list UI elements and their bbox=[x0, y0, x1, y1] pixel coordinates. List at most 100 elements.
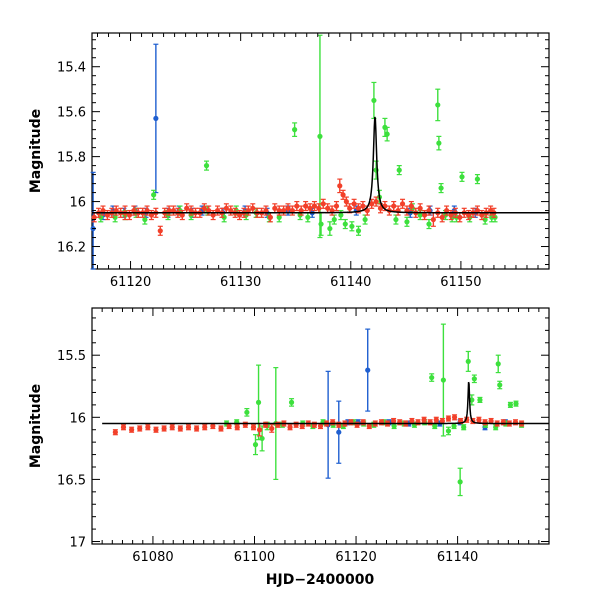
red-point bbox=[421, 417, 427, 423]
bottom-panel: 61080 61100 61120 61140 15.5 16 16.5 17 Magnitu… bbox=[28, 307, 550, 588]
red-point bbox=[91, 214, 97, 220]
top-ticks: 61120 61130 61140 61150 15.4 15.6 15.8 16 16.2 bbox=[57, 33, 550, 290]
red-point bbox=[421, 212, 428, 218]
red-point bbox=[311, 203, 318, 209]
red-point bbox=[234, 424, 240, 430]
red-point bbox=[223, 205, 229, 211]
red-point bbox=[366, 423, 372, 429]
green-point bbox=[142, 216, 148, 223]
red-point bbox=[369, 201, 375, 207]
green-point bbox=[469, 397, 475, 403]
model-curve bbox=[92, 116, 549, 214]
red-point bbox=[272, 205, 278, 211]
red-point bbox=[316, 205, 322, 211]
green-point bbox=[384, 131, 390, 137]
red-point bbox=[184, 205, 190, 211]
green-point bbox=[457, 479, 463, 485]
red-point bbox=[347, 205, 353, 211]
green-point bbox=[404, 219, 410, 225]
x-axis-title: HJD−2400000 bbox=[266, 572, 375, 588]
green-point bbox=[445, 428, 452, 434]
red-point bbox=[113, 207, 119, 214]
green-point bbox=[513, 401, 519, 407]
x-tick-label: 61140 bbox=[330, 275, 371, 290]
green-point bbox=[435, 102, 441, 108]
red-point bbox=[443, 207, 450, 214]
red-point bbox=[100, 207, 106, 214]
red-point bbox=[340, 192, 346, 198]
x-tick-label: 61100 bbox=[234, 550, 275, 565]
red-point bbox=[337, 183, 343, 189]
green-point bbox=[318, 221, 324, 227]
green-point bbox=[327, 225, 333, 232]
x-tick-label: 61150 bbox=[440, 275, 481, 290]
red-point bbox=[194, 425, 200, 432]
green-point bbox=[252, 442, 259, 448]
red-point bbox=[373, 198, 379, 205]
green-point bbox=[391, 423, 397, 429]
red-point bbox=[263, 207, 269, 214]
red-point bbox=[476, 417, 482, 423]
green-point bbox=[471, 376, 477, 382]
red-point bbox=[439, 214, 445, 220]
y-tick-label: 15.5 bbox=[57, 349, 86, 364]
red-point bbox=[479, 212, 485, 218]
green-point bbox=[507, 402, 514, 408]
red-point bbox=[299, 423, 305, 429]
green-point bbox=[331, 216, 337, 223]
red-point bbox=[228, 207, 234, 214]
red-point bbox=[281, 207, 287, 214]
green-point bbox=[482, 216, 488, 223]
x-tick-label: 61120 bbox=[335, 550, 376, 565]
red-point bbox=[391, 203, 397, 209]
red-point bbox=[343, 198, 349, 205]
green-point bbox=[317, 133, 323, 139]
y-tick-label: 16 bbox=[69, 196, 86, 211]
bottom-marks bbox=[102, 323, 549, 497]
red-point bbox=[131, 207, 137, 214]
red-point bbox=[408, 203, 414, 209]
green-point bbox=[371, 97, 377, 104]
red-point bbox=[474, 207, 481, 214]
y-tick-label: 16.2 bbox=[57, 241, 86, 256]
x-tick-label: 61130 bbox=[220, 275, 261, 290]
green-point bbox=[362, 216, 368, 223]
blue-point bbox=[365, 367, 371, 373]
red-point bbox=[439, 418, 445, 424]
red-point bbox=[285, 205, 291, 211]
x-tick-label: 61120 bbox=[110, 275, 151, 290]
red-point bbox=[276, 207, 282, 214]
red-point bbox=[377, 205, 384, 211]
top-marks bbox=[90, 34, 549, 270]
red-point bbox=[355, 205, 362, 211]
green-point bbox=[305, 214, 311, 220]
red-point bbox=[129, 427, 135, 433]
top-panel: 61120 61130 61140 61150 15.4 15.6 15.8 16 16.2 M… bbox=[28, 32, 550, 290]
red-point bbox=[294, 203, 300, 209]
green-point bbox=[244, 409, 250, 415]
green-point bbox=[292, 127, 298, 133]
model-curve bbox=[102, 381, 549, 425]
y-tick-label: 15.6 bbox=[57, 106, 86, 121]
red-point bbox=[214, 207, 221, 214]
red-point bbox=[360, 203, 366, 209]
blue-point bbox=[153, 115, 159, 122]
red-point bbox=[185, 424, 192, 430]
red-point bbox=[298, 207, 304, 214]
red-point bbox=[303, 203, 309, 209]
red-point bbox=[161, 425, 167, 432]
green-point bbox=[451, 423, 457, 429]
red-point bbox=[166, 207, 172, 214]
red-point bbox=[169, 424, 175, 430]
red-point bbox=[287, 424, 293, 430]
red-point bbox=[325, 205, 331, 211]
red-point bbox=[112, 429, 118, 435]
red-point bbox=[433, 417, 439, 423]
green-point bbox=[417, 212, 423, 218]
red-point bbox=[126, 212, 133, 218]
green-point bbox=[477, 397, 483, 403]
green-point bbox=[255, 399, 262, 405]
red-point bbox=[269, 425, 275, 432]
